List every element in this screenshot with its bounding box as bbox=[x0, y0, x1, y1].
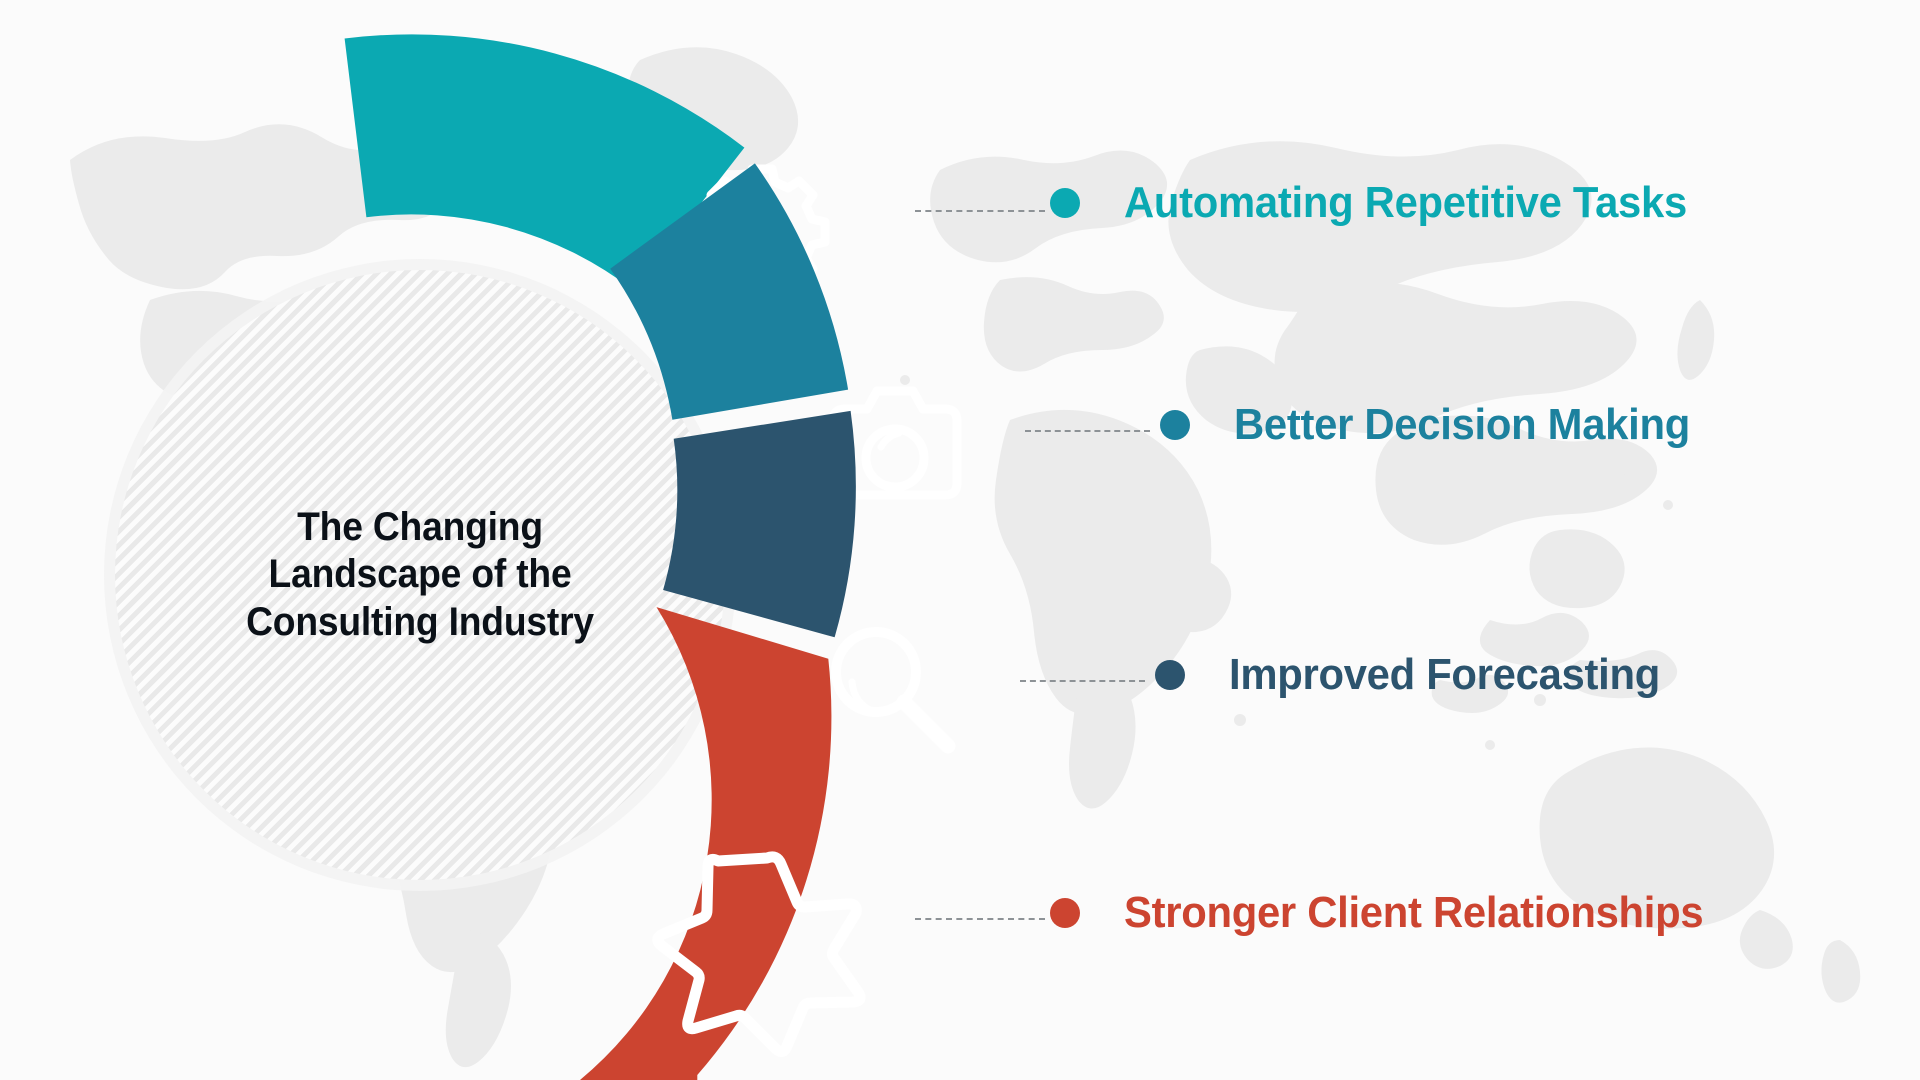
arc-segment-3-shape[interactable] bbox=[663, 410, 856, 638]
list-item-3[interactable]: Improved Forecasting bbox=[1155, 650, 1683, 700]
bullet-marker-2 bbox=[1160, 410, 1190, 440]
star-icon bbox=[652, 851, 866, 1057]
connector-line-4 bbox=[915, 918, 1045, 920]
arc-segment-2-shape[interactable] bbox=[610, 163, 849, 420]
list-item-label-4: Stronger Client Relationships bbox=[1124, 888, 1704, 937]
bullet-marker-1 bbox=[1050, 188, 1080, 218]
center-circle bbox=[115, 270, 725, 880]
list-item-4[interactable]: Stronger Client Relationships bbox=[1050, 888, 1734, 938]
arc-segment-4-shape[interactable] bbox=[580, 607, 832, 1080]
connector-line-3 bbox=[1020, 680, 1145, 682]
magnifier-icon bbox=[831, 627, 956, 754]
list-item-1[interactable]: Automating Repetitive Tasks bbox=[1050, 178, 1717, 228]
connector-line-2 bbox=[1025, 430, 1150, 432]
list-item-label-2: Better Decision Making bbox=[1234, 400, 1690, 449]
list-item-2[interactable]: Better Decision Making bbox=[1160, 400, 1714, 450]
bullet-marker-4 bbox=[1050, 898, 1080, 928]
connector-line-1 bbox=[915, 210, 1045, 212]
bullet-marker-3 bbox=[1155, 660, 1185, 690]
arc-segment-1-shape[interactable] bbox=[344, 34, 745, 291]
list-item-label-3: Improved Forecasting bbox=[1229, 650, 1660, 699]
arc-segment-improved-forecasting[interactable] bbox=[663, 410, 956, 754]
arc-segment-stronger-client[interactable] bbox=[580, 607, 866, 1080]
page-title: The Changing Landscape of the Consulting… bbox=[246, 505, 594, 644]
list-item-label-1: Automating Repetitive Tasks bbox=[1124, 178, 1687, 227]
